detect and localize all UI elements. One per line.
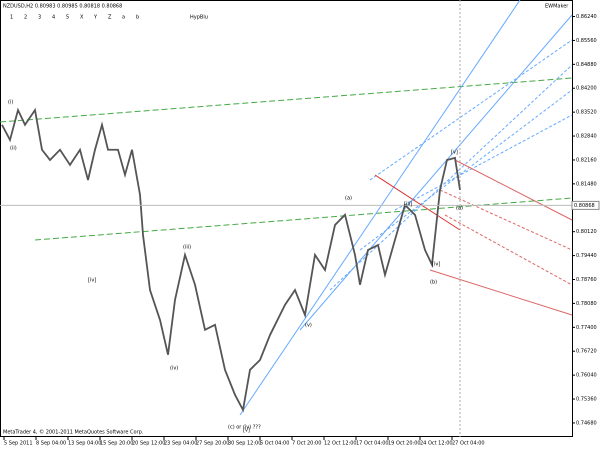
x-tick-label: 13 Sep 04:00 [68,441,101,447]
toolbar-item: 4 [52,15,55,21]
x-tick-label: 7 Oct 20:00 [292,441,321,447]
analysis-objects [0,0,573,437]
toolbar-item: X [80,15,84,21]
toolbar-item: b [136,15,139,21]
toolbar-item: 1 [10,15,13,21]
trend-line [0,77,573,123]
toolbar-item: HypBlu [190,15,208,21]
wave-label: [v] [451,150,458,156]
x-tick-label: 20 Sep 12:00 [132,441,165,447]
channel-line [299,14,573,331]
fib-line [374,174,461,231]
x-tick-label: 19 Oct 20:00 [388,441,421,447]
x-tick-label: 23 Sep 04:00 [164,441,197,447]
y-tick-label: 0.74680 [576,420,597,426]
plot-frame [0,0,573,437]
channel-line [239,0,521,416]
wave-label: [iv] [432,262,440,268]
wave-label: (iii) [183,245,191,251]
x-tick-label: 24 Oct 12:00 [420,441,453,447]
wave-label: (iv) [170,366,178,372]
y-tick-label: 0.76040 [576,373,597,379]
x-tick-label: 12 Oct 12:00 [324,441,357,447]
y-tick-label: 0.80120 [576,229,597,235]
fan-line [369,39,573,181]
fib-line [444,214,573,286]
wave-label: (v) [305,323,312,329]
y-tick-label: 0.84880 [576,62,597,68]
wave-label: [iii] [404,202,412,208]
y-tick-label: 0.78760 [576,277,597,283]
y-tick-label: 0.82160 [576,157,597,163]
y-tick-label: 0.79440 [576,253,597,259]
x-tick-label: 17 Oct 04:00 [356,441,389,447]
price-line [1,107,461,413]
y-tick-label: 0.85560 [576,38,597,44]
x-tick-label: 27 Sep 20:00 [196,441,229,447]
footer: MetaTrader 4, © 2001-2011 MetaQuotes Sof… [3,429,144,436]
toolbar-item: a [122,15,125,21]
y-tick-label: 0.86240 [576,14,597,20]
wave-label: (a) [345,196,352,202]
fib-line [454,159,573,221]
wave-label: [iv] [88,278,96,284]
y-tick-label: 0.81480 [576,181,597,187]
fan-line [394,114,573,211]
wave-label: (i) [8,100,13,106]
fib-line [429,269,573,316]
x-tick-label: 5 Oct 04:00 [260,441,289,447]
toolbar-item: 2 [24,15,27,21]
fan-line [359,89,573,251]
y-tick-label: 0.78080 [576,301,597,307]
y-tick-label: 0.77400 [576,325,597,331]
x-tick-label: 30 Sep 12:00 [228,441,261,447]
toolbar-item: Y [93,15,98,21]
wave-label: (b) [430,280,437,286]
x-tick-label: 5 Sep 2011 [4,441,33,447]
y-tick-label: 0.84200 [576,86,597,92]
wave-label: (ii) [10,146,17,152]
toolbar-item: Z [108,15,112,21]
wave-label: (a) [456,206,463,212]
wave-label: (c) or (iv) ??? [228,425,261,431]
current-price-label: 0.80868 [574,203,595,209]
wave-label: [v] [243,428,250,434]
toolbar-item: 5 [66,15,69,21]
y-tick-label: 0.82840 [576,134,597,140]
x-tick-label: 8 Sep 04:00 [36,441,66,447]
x-tick-label: 15 Sep 20:00 [100,441,133,447]
y-tick-label: 0.75360 [576,397,597,403]
brand: EWMaker [545,4,569,10]
fib-line [439,189,573,251]
chart-title: NZDUSD,H2 0.80983 0.80985 0.80818 0.8086… [3,4,122,10]
current-price-box [571,200,600,210]
toolbar-item: 3 [38,15,41,21]
y-tick-label: 0.76720 [576,349,597,355]
x-tick-label: 27 Oct 04:00 [452,441,485,447]
fan-line [329,64,573,291]
y-tick-label: 0.83520 [576,110,597,116]
